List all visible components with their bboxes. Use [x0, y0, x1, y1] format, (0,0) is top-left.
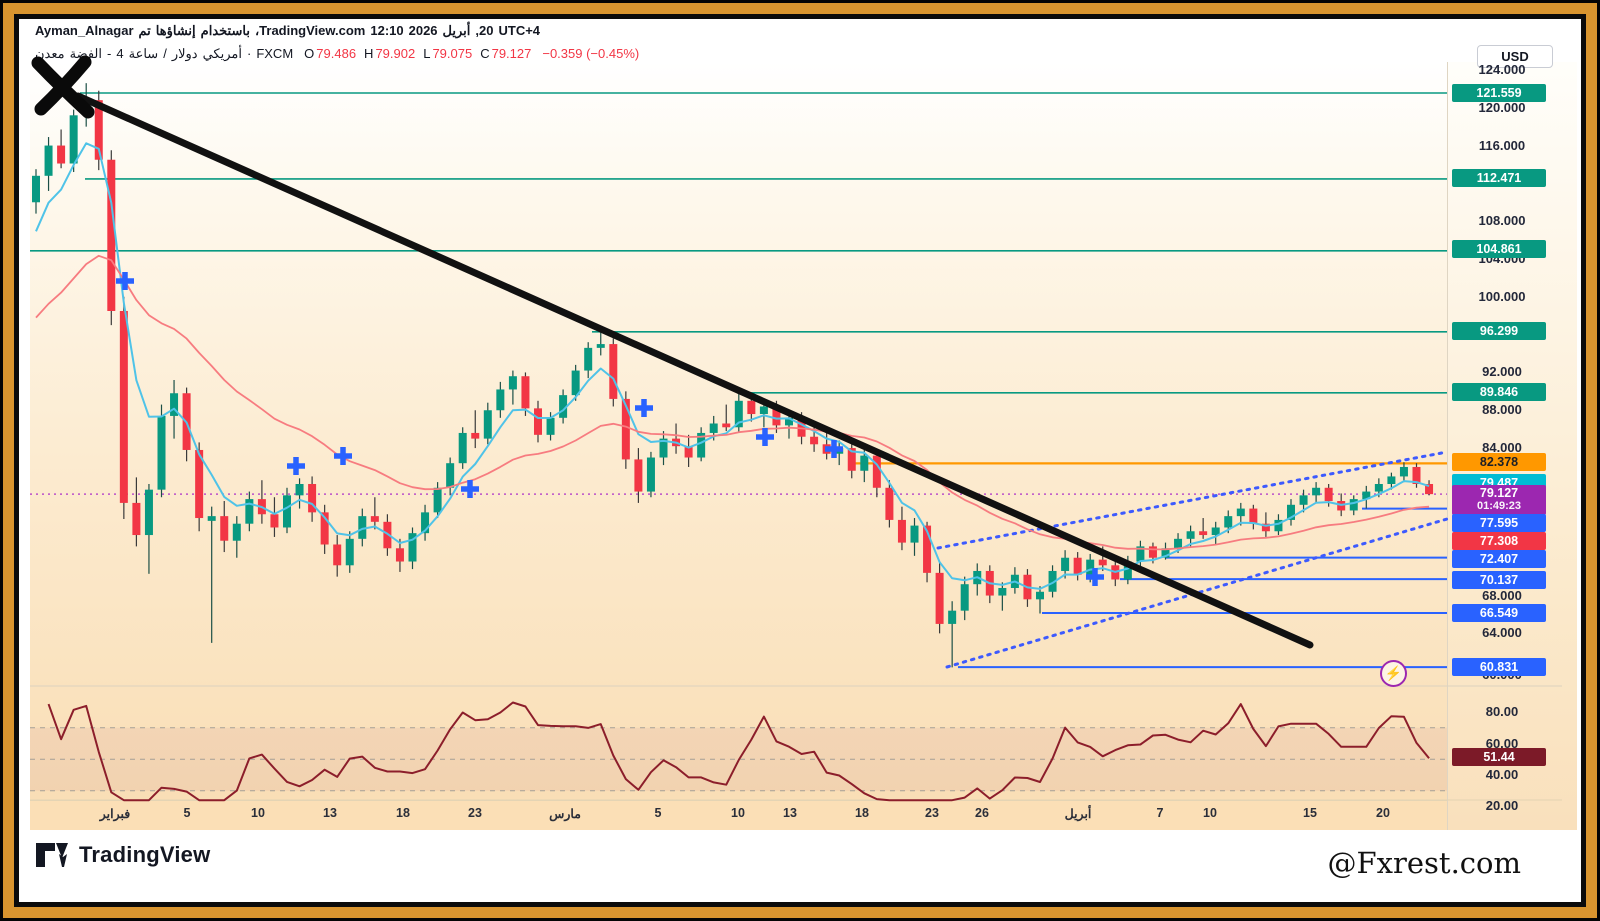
ohlc-value: 79.127: [491, 46, 532, 61]
price-tick: 60.00: [1485, 736, 1519, 751]
text-token: 2026: [408, 23, 438, 38]
watermark: @Fxrest.com: [1327, 846, 1521, 880]
arabic-token: باستخدام: [200, 23, 250, 38]
chart-window: Ayman_Alnagar تم إنشاؤها باستخدام TradingVie…: [19, 19, 1581, 902]
text-token: 12:10: [370, 23, 404, 38]
price-badge: 104.861: [1452, 240, 1546, 258]
price-tick: 120.000: [1478, 100, 1526, 115]
arabic-token: دولار: [171, 46, 198, 61]
text-token: ,20: [475, 23, 494, 38]
boost-icon[interactable]: ⚡: [1380, 660, 1407, 687]
time-tick: 23: [468, 806, 482, 820]
time-tick: 10: [251, 806, 265, 820]
text-token: FXCM: [256, 46, 294, 61]
ohlc-label: C: [480, 46, 490, 61]
price-badge: 79.127 01:49:23: [1452, 485, 1546, 515]
arabic-token: الفضة: [69, 46, 103, 61]
time-tick: فبراير: [99, 807, 131, 821]
time-tick: 18: [396, 806, 410, 820]
arabic-token: تم: [138, 23, 151, 38]
symbol-title: معدن الفضة -4 ساعة / دولار أمريكي · FXCM: [35, 46, 293, 62]
price-tick: 88.000: [1482, 402, 1522, 417]
price-tick: 116.000: [1478, 138, 1526, 153]
arabic-token: ساعة: [128, 46, 159, 61]
price-badge: 82.378: [1452, 453, 1546, 471]
price-tick: 64.000: [1482, 625, 1522, 640]
price-badge: 121.559: [1452, 84, 1546, 102]
price-tick: 40.00: [1485, 767, 1519, 782]
price-axis[interactable]: [1447, 62, 1577, 830]
snapshot-attribution: Ayman_Alnagar تم إنشاؤها باستخدام TradingVie…: [35, 23, 540, 39]
price-badge: 72.407: [1452, 550, 1546, 568]
ohlc-value: 79.902: [375, 46, 416, 61]
time-tick: 13: [783, 806, 797, 820]
arabic-token: TradingView.com،: [254, 23, 366, 38]
price-tick: 100.000: [1478, 289, 1526, 304]
ohlc-label: O: [304, 46, 315, 61]
countdown-timer: 01:49:23: [1476, 500, 1522, 512]
price-badge: 96.299: [1452, 322, 1546, 340]
time-tick: 15: [1303, 806, 1317, 820]
text-token: UTC+4: [498, 23, 541, 38]
price-badge: 51.44: [1452, 748, 1546, 766]
price-tick: 84.000: [1482, 440, 1522, 455]
ohlc-values: O 79.486 H 79.902 L 79.075 C 79.127: [298, 46, 531, 61]
time-tick: 5: [654, 806, 662, 820]
price-tick: 108.000: [1478, 213, 1526, 228]
price-badge: 112.471: [1452, 169, 1546, 187]
time-tick: 23: [925, 806, 939, 820]
symbol-ohlc-row: معدن الفضة -4 ساعة / دولار أمريكي · FXCM O 79.486…: [35, 46, 639, 62]
time-tick: 5: [183, 806, 191, 820]
arabic-token: معدن: [35, 46, 65, 61]
price-tick: 68.000: [1482, 588, 1522, 603]
tradingview-logo-icon: [36, 843, 68, 867]
time-tick: 13: [323, 806, 337, 820]
price-badge: 89.846: [1452, 383, 1546, 401]
time-tick: 7: [1156, 806, 1164, 820]
time-tick: 26: [975, 806, 989, 820]
price-tick: 80.00: [1485, 704, 1519, 719]
time-tick: 10: [1203, 806, 1217, 820]
arabic-token: أمريكي: [202, 46, 242, 61]
price-badge: 66.549: [1452, 604, 1546, 622]
price-badge: 77.595: [1452, 514, 1546, 532]
tradingview-logo-text: TradingView: [79, 842, 211, 867]
time-tick: أبريل: [1064, 807, 1092, 821]
chart-canvas[interactable]: [30, 62, 1447, 830]
ohlc-label: H: [364, 46, 374, 61]
text-token: 4: [116, 46, 124, 61]
arabic-token: إنشاؤها: [155, 23, 196, 38]
tradingview-logo[interactable]: TradingView: [35, 842, 210, 868]
price-badge: 60.831: [1452, 658, 1546, 676]
price-badge: 70.137: [1452, 571, 1546, 589]
time-tick: 10: [731, 806, 745, 820]
currency-toggle-button[interactable]: USD: [1477, 45, 1553, 68]
text-token: -: [107, 46, 112, 61]
text-token: ·: [246, 46, 252, 61]
time-tick: 18: [855, 806, 869, 820]
ohlc-label: L: [423, 46, 431, 61]
ohlc-value: 79.075: [432, 46, 473, 61]
price-tick: 20.00: [1485, 798, 1519, 813]
text-token: Ayman_Alnagar: [35, 23, 134, 38]
ohlc-value: 79.486: [316, 46, 357, 61]
change-value: −0.359 (−0.45%): [542, 46, 640, 61]
time-tick: 20: [1376, 806, 1390, 820]
price-tick: 124.000: [1478, 62, 1526, 77]
text-token: /: [163, 46, 167, 61]
price-badge: 77.308: [1452, 532, 1546, 550]
price-tick: 92.000: [1482, 364, 1522, 379]
time-tick: مارس: [549, 807, 581, 821]
arabic-token: أبريل: [442, 23, 471, 38]
